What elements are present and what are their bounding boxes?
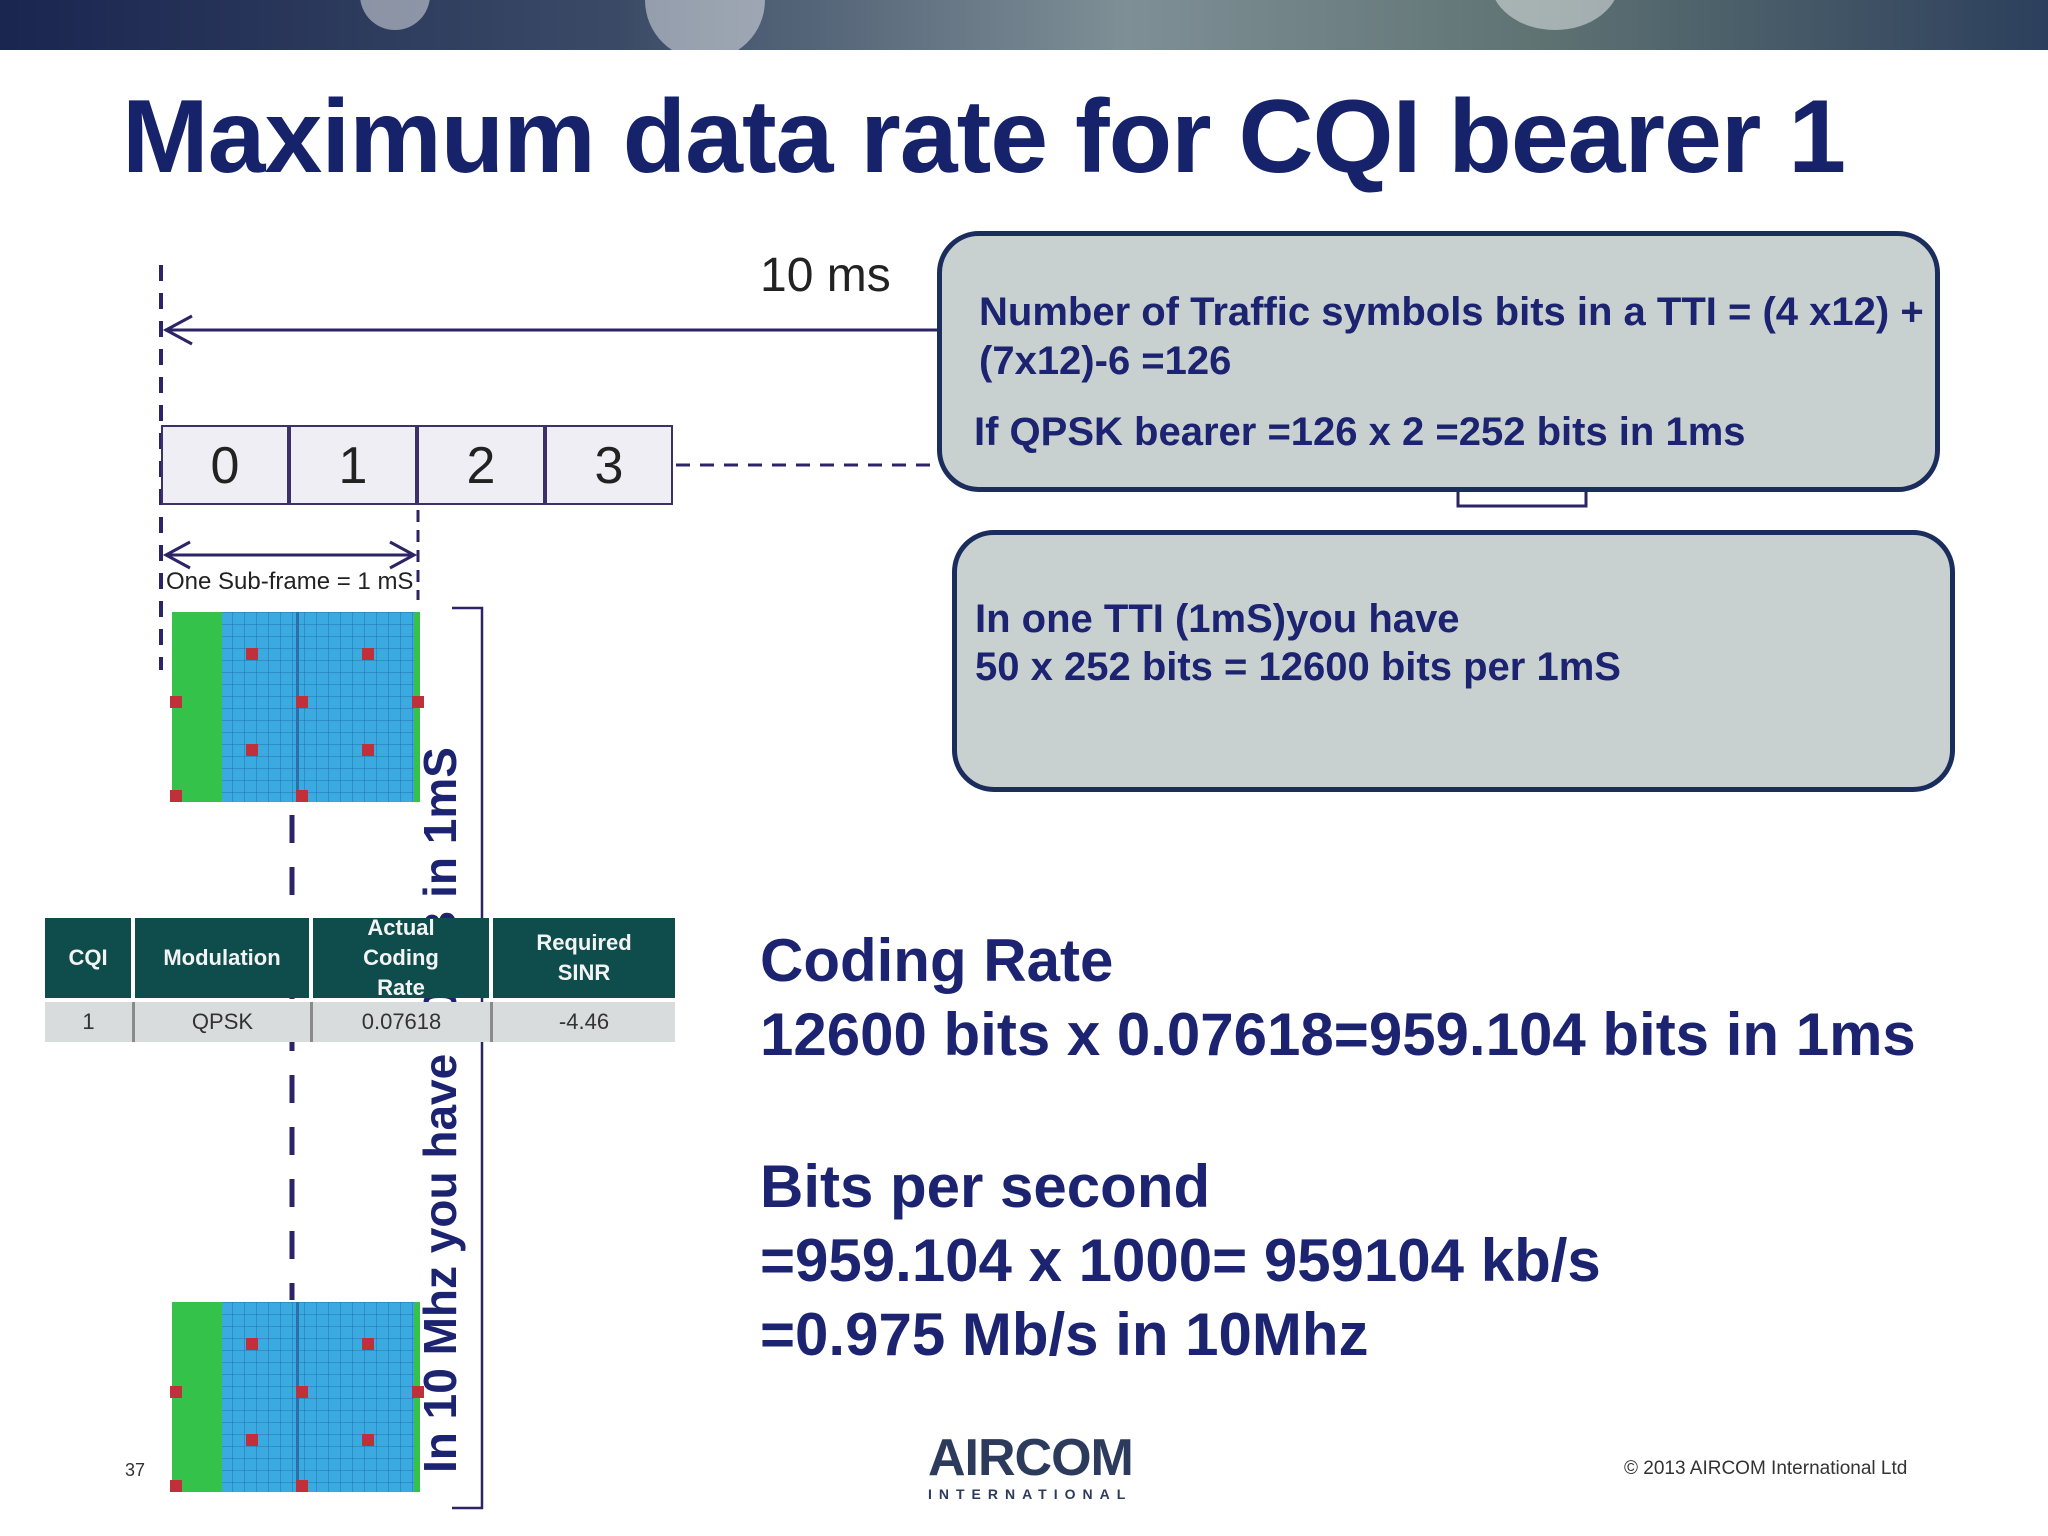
table-cell-coding-rate: 0.07618 xyxy=(313,1002,493,1042)
copyright: © 2013 AIRCOM International Ltd xyxy=(1624,1458,1908,1479)
bits-per-second-result: =0.975 Mb/s in 10Mhz xyxy=(760,1301,1369,1368)
page-title: Maximum data rate for CQI bearer 1 xyxy=(122,79,1846,195)
subframe-duration-label: One Sub-frame = 1 mS xyxy=(166,568,414,595)
table-cell-sinr: -4.46 xyxy=(493,1002,675,1042)
logo-wordmark: AIRCOM xyxy=(928,1429,1134,1487)
table-cell-modulation: QPSK xyxy=(135,1002,313,1042)
bits-per-second-heading: Bits per second xyxy=(760,1153,1211,1220)
coding-rate-calculation: 12600 bits x 0.07618=959.104 bits in 1ms xyxy=(760,1001,1916,1068)
logo-subtitle: INTERNATIONAL xyxy=(928,1486,1133,1502)
table-header-sinr: Required SINR xyxy=(493,918,675,998)
traffic-symbols-box: Number of Traffic symbols bits in a TTI … xyxy=(937,231,1940,492)
subframe-3: 3 xyxy=(545,425,673,505)
qpsk-bits-line: If QPSK bearer =126 x 2 =252 bits in 1ms xyxy=(974,410,1746,454)
traffic-symbols-line-1: Number of Traffic symbols bits in a TTI … xyxy=(979,290,1924,334)
subframe-0: 0 xyxy=(161,425,289,505)
resource-blocks-rotated-label: In 10 Mhz you have 50 RB in 1mS xyxy=(414,747,466,1473)
frame-duration-label: 10 ms xyxy=(760,249,891,302)
tti-bits-box: In one TTI (1mS)you have 50 x 252 bits =… xyxy=(952,530,1955,792)
resource-block-grid-top xyxy=(170,612,424,802)
table-cell-cqi: 1 xyxy=(45,1002,135,1042)
table-header-coding-rate: Actual Coding Rate xyxy=(313,915,493,1000)
subframe-2: 2 xyxy=(417,425,545,505)
resource-block-grid-bottom xyxy=(170,1302,424,1492)
tti-bits-line-1: In one TTI (1mS)you have xyxy=(975,597,1460,641)
table-header-modulation: Modulation xyxy=(135,918,313,998)
coding-rate-heading: Coding Rate xyxy=(760,927,1114,994)
table-header-cqi: CQI xyxy=(45,918,135,998)
traffic-symbols-line-2: (7x12)-6 =126 xyxy=(979,339,1232,383)
subframe-1: 1 xyxy=(289,425,417,505)
tti-bits-line-2: 50 x 252 bits = 12600 bits per 1mS xyxy=(975,645,1621,689)
cqi-table: CQI Modulation Actual Coding Rate Requir… xyxy=(45,915,675,1048)
page-number: 37 xyxy=(125,1460,146,1480)
aircom-logo: AIRCOM INTERNATIONAL xyxy=(928,1429,1134,1502)
bits-per-second-calculation: =959.104 x 1000= 959104 kb/s xyxy=(760,1227,1601,1294)
header-banner xyxy=(0,0,2048,50)
